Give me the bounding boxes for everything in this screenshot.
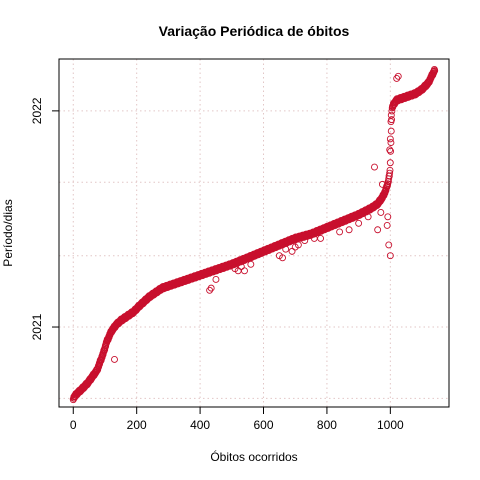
data-point [282,245,290,253]
data-point [301,237,309,245]
y-axis: 2021 2022 [30,97,59,340]
data-point [294,241,302,249]
chart-title: Variação Periódica de óbitos [159,23,350,39]
data-point [206,286,214,294]
data-point [247,260,255,268]
x-tick-label: 400 [190,418,210,432]
data-point [393,74,401,82]
x-tick-label: 200 [127,418,147,432]
data-point [386,166,394,174]
data-point [387,139,395,147]
data-point [387,127,395,135]
x-tick-label: 600 [253,418,273,432]
x-tick-label: 0 [70,418,77,432]
data-point [345,226,353,234]
data-point [386,159,394,167]
data-point [431,67,439,75]
data-point [374,226,382,234]
data-point [387,118,395,126]
data-point [288,247,296,255]
data-point [111,356,118,363]
data-point [212,276,220,283]
data-point [386,146,394,154]
data-point [336,228,344,236]
data-point [364,213,372,221]
x-tick-label: 800 [317,418,337,432]
data-point [371,163,378,171]
data-point [241,267,248,275]
x-axis: 0 200 400 600 800 1000 [70,407,404,432]
y-tick-label: 2021 [30,313,44,340]
y-axis-label: Período/dias [1,199,15,266]
grid-lines [59,59,449,407]
data-point [394,72,402,80]
data-point [387,147,395,155]
data-point [378,180,386,188]
data-point [317,234,325,242]
data-point [385,241,393,249]
data-point [386,135,394,143]
plot-frame [58,58,450,408]
x-axis-label: Óbitos ocorridos [210,449,297,464]
y-tick-label: 2022 [30,97,44,124]
data-point [279,254,286,262]
data-point [386,252,394,260]
data-point [386,169,394,177]
data-point [387,111,395,119]
data-point [377,209,385,216]
data-point [384,213,392,221]
data-points [69,65,439,404]
x-tick-label: 1000 [377,418,404,432]
data-point [383,221,391,229]
data-point [207,284,215,292]
data-point [355,219,363,227]
